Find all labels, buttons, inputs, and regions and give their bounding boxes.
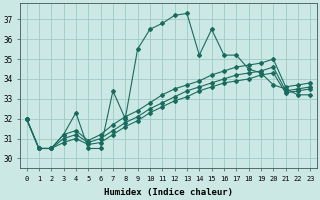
- X-axis label: Humidex (Indice chaleur): Humidex (Indice chaleur): [104, 188, 233, 197]
